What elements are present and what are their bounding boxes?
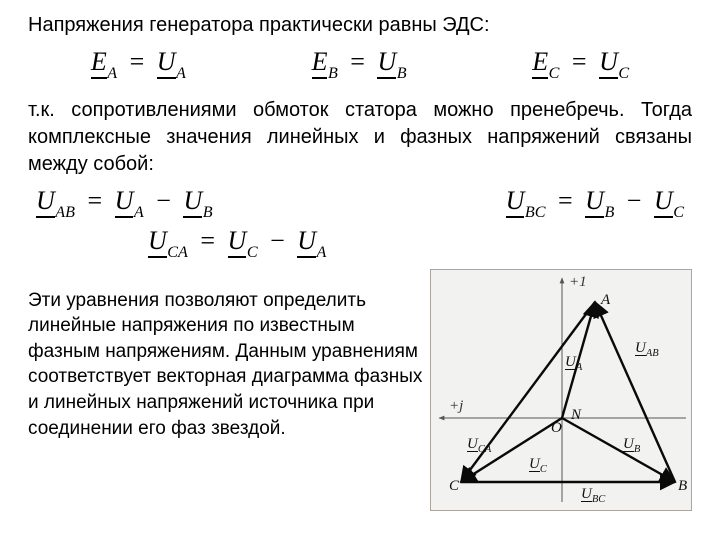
equations-line-voltages: UAB = UA − UB UBC = UB − UC UCA = UC − U…: [28, 186, 692, 260]
mid-paragraph: т.к. сопротивлениями обмоток статора мож…: [28, 97, 692, 178]
eq-ubc: UBC = UB − UC: [506, 186, 684, 220]
label-ubc: UBC: [581, 486, 605, 505]
eq-eb-ub: EB = UB: [312, 47, 407, 81]
vector-uca: [461, 302, 595, 482]
eq-ec-uc: EC = UC: [532, 47, 629, 81]
label-b: B: [678, 478, 687, 495]
vector-diagram-svg: [431, 270, 693, 512]
bottom-paragraph: Эти уравнения позволяют определить линей…: [28, 288, 426, 442]
label-uab: UAB: [635, 340, 659, 359]
vector-ub: [562, 418, 675, 482]
label-uc: UC: [529, 456, 547, 475]
page: Напряжения генератора практически равны …: [0, 0, 720, 540]
label-ua: UA: [565, 354, 582, 373]
bottom-row: Эти уравнения позволяют определить линей…: [28, 269, 692, 511]
label-n: N: [571, 407, 581, 424]
vector-uab: [595, 302, 675, 482]
label-ub: UB: [623, 436, 640, 455]
label-plus1: +1: [569, 274, 587, 291]
label-a: A: [601, 292, 610, 309]
vector-diagram: +1 +j A B C O N UA UB UC UAB UBC UCA: [430, 269, 692, 511]
label-plusj: +j: [449, 398, 463, 415]
eq-uca: UCA = UC − UA: [148, 226, 326, 255]
label-uca: UCA: [467, 436, 491, 455]
eq-uab: UAB = UA − UB: [36, 186, 213, 220]
label-c: C: [449, 478, 459, 495]
intro-paragraph: Напряжения генератора практически равны …: [28, 12, 692, 39]
label-o: O: [551, 420, 562, 437]
eq-ea-ua: EA = UA: [91, 47, 186, 81]
equations-emf: EA = UA EB = UB EC = UC: [28, 47, 692, 81]
